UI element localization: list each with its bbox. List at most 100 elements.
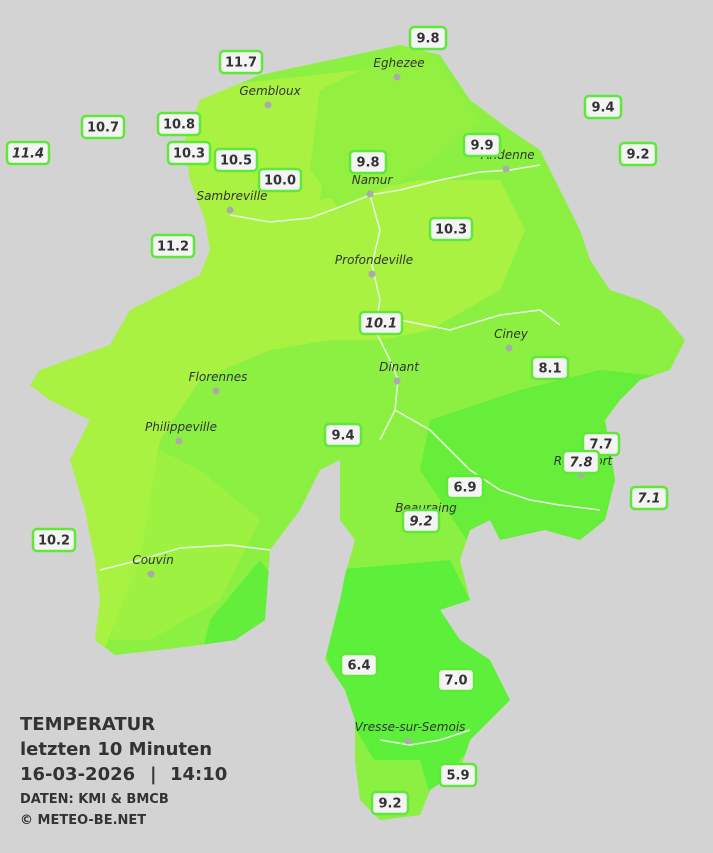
station: 10.8 — [156, 111, 202, 137]
station: 9.9 — [462, 132, 502, 158]
legend-title: TEMPERATUR — [20, 714, 155, 735]
station-value: 9.2 — [626, 148, 649, 163]
station-value: 10.2 — [38, 534, 70, 549]
station-badge — [213, 147, 259, 173]
city-dot — [393, 73, 401, 81]
station-badge — [462, 132, 502, 158]
station-value: 10.5 — [220, 154, 252, 169]
station: 9.2 — [370, 790, 410, 816]
station-value: 9.4 — [591, 101, 614, 116]
station: 9.2 — [401, 508, 441, 534]
station-badge — [530, 355, 570, 381]
station-value: 10.3 — [173, 147, 205, 162]
city-label: Gembloux — [239, 84, 301, 98]
station-badge — [323, 422, 363, 448]
station-value: 6.9 — [453, 481, 476, 496]
station: 6.4 — [339, 652, 379, 678]
city-dot — [226, 206, 234, 214]
station-badge — [436, 667, 476, 693]
city-dot — [502, 165, 510, 173]
station-badge — [370, 790, 410, 816]
station: 10.1 — [358, 310, 404, 336]
station: 6.9 — [445, 474, 485, 500]
station: 11.7 — [218, 49, 264, 75]
station-value: 8.1 — [538, 362, 561, 377]
stations: 9.8 11.7 9.4 10.7 10.8 11.4 10.3 10.5 9.9 9.2 9.8 1… — [5, 25, 669, 816]
station-badge — [581, 431, 621, 457]
station: 10.2 — [31, 527, 77, 553]
station-value: 10.1 — [365, 317, 397, 332]
station-badge — [583, 94, 623, 120]
station-value: 11.2 — [157, 240, 189, 255]
city-label: Couvin — [132, 553, 173, 567]
station: 10.7 — [80, 114, 126, 140]
city-dot — [175, 437, 183, 445]
station-badge — [348, 149, 388, 175]
station-value: 5.9 — [446, 769, 469, 784]
city-dot — [505, 344, 513, 352]
station-badge — [438, 762, 478, 788]
legend-source: DATEN: KMI & BMCB — [20, 792, 169, 807]
station-value: 6.4 — [347, 659, 370, 674]
station-badge — [218, 49, 264, 75]
city-dot — [366, 190, 374, 198]
station: 9.8 — [408, 25, 448, 51]
city-label: Sambreville — [196, 189, 267, 203]
city-label: Florennes — [189, 370, 248, 384]
legend-separator: | — [150, 764, 157, 785]
station-value: 9.9 — [470, 139, 493, 154]
station: 7.1 — [629, 485, 669, 511]
station: 9.4 — [323, 422, 363, 448]
station-badge — [150, 233, 196, 259]
city-label: Namur — [352, 173, 394, 187]
cities: EghezeeGemblouxAndenneNamurSambrevillePr… — [132, 56, 614, 745]
station: 7.0 — [436, 667, 476, 693]
station-value: 10.8 — [163, 118, 195, 133]
station-value: 7.1 — [637, 492, 660, 507]
station: 7.7 — [581, 431, 621, 457]
station-value: 10.0 — [264, 174, 296, 189]
legend-date: 16-03-2026 — [20, 764, 135, 785]
station-badge — [401, 508, 441, 534]
station-value: 7.7 — [589, 438, 612, 453]
station-value: 9.2 — [409, 515, 432, 530]
station-badge — [358, 310, 404, 336]
station-value: 10.3 — [435, 223, 467, 238]
station-badge — [629, 485, 669, 511]
station: 10.5 — [213, 147, 259, 173]
station: 9.2 — [618, 141, 658, 167]
city-dot — [404, 737, 412, 745]
station-badge — [408, 25, 448, 51]
station-badge — [257, 167, 303, 193]
station-badge — [428, 216, 474, 242]
city-dot — [147, 570, 155, 578]
station: 5.9 — [438, 762, 478, 788]
city-dot — [212, 387, 220, 395]
station-badge — [445, 474, 485, 500]
city-dot — [264, 101, 272, 109]
legend-copyright: © METEO-BE.NET — [20, 813, 146, 828]
legend: TEMPERATUR letzten 10 Minuten 16-03-2026… — [20, 714, 227, 828]
station: 10.0 — [257, 167, 303, 193]
station-value: 9.8 — [416, 32, 439, 47]
station: 10.3 — [166, 140, 212, 166]
city-label: Vresse-sur-Semois — [355, 720, 466, 734]
station-badge — [156, 111, 202, 137]
station-badge — [80, 114, 126, 140]
station-value: 11.7 — [225, 56, 257, 71]
city-label: Ciney — [494, 327, 529, 341]
city-label: Dinant — [379, 360, 420, 374]
station-badge — [339, 652, 379, 678]
station-badge — [166, 140, 212, 166]
station-badge — [561, 449, 601, 475]
station-value: 9.2 — [378, 797, 401, 812]
station: 7.8 — [561, 449, 601, 475]
legend-period: letzten 10 Minuten — [20, 739, 212, 760]
station: 11.2 — [150, 233, 196, 259]
station: 9.4 — [583, 94, 623, 120]
city-dot — [368, 270, 376, 278]
city-label: Profondeville — [335, 253, 413, 267]
station: 8.1 — [530, 355, 570, 381]
legend-time: 14:10 — [170, 764, 227, 785]
